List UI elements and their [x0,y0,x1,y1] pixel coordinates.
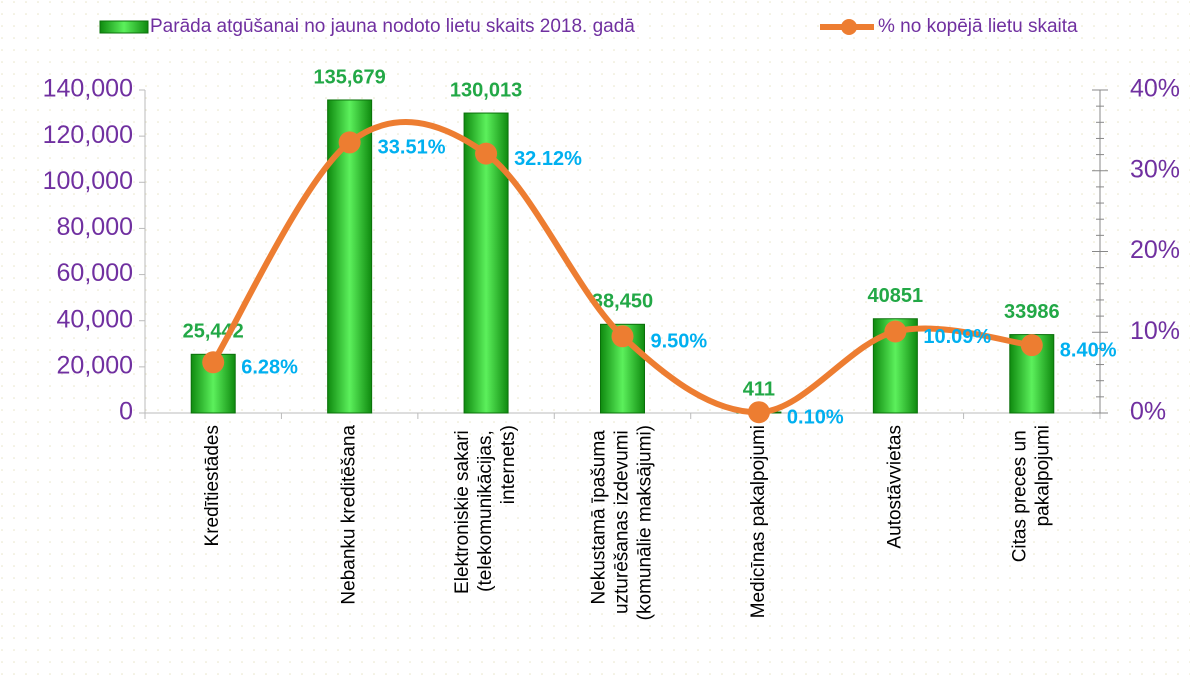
y-tick-label: 100,000 [43,167,133,195]
bar-value-label: 40851 [868,285,924,307]
x-tick-label: Nebanku kreditēšana [339,425,360,605]
bar-value-label: 135,679 [313,66,385,88]
line-point [202,351,225,374]
legend-swatch-dot [841,19,857,35]
line [210,119,1033,416]
legend-label: % no kopējā lietu skaita [878,16,1078,37]
y-tick-label: 40,000 [57,305,133,333]
y2-tick-label: 0% [1130,398,1166,426]
bar-value-label: 411 [743,378,775,400]
x-tick-label: Elektroniskie sakari (telekomunikācijas,… [452,425,519,594]
x-tick-label: Autostāvvietas [884,425,905,549]
line-point [1020,334,1043,357]
y-tick-label: 0 [119,398,133,426]
y-tick-label: 80,000 [57,213,133,241]
line-point [475,142,498,165]
bar-value-label: 33986 [1004,301,1060,323]
line-value-label: 8.40% [1060,339,1117,361]
x-tick-label: Medicīnas pakalpojumi [748,425,769,618]
bar-value-label: 38,450 [592,291,653,313]
y2-tick-label: 40% [1130,75,1180,103]
legend-swatch [99,20,149,34]
legend-label: Parāda atgūšanai no jauna nodoto lietu s… [150,16,635,37]
line-point [747,401,770,424]
line-value-label: 33.51% [378,137,446,159]
y-tick-label: 20,000 [57,351,133,379]
x-tick-label: Nekustamā īpašuma uzturēšanas izdevumi (… [589,425,656,620]
line-value-label: 9.50% [651,331,708,353]
y-tick-label: 120,000 [43,121,133,149]
line-value-label: 10.09% [923,326,991,348]
line-value-label: 6.28% [241,357,298,379]
y2-tick-label: 20% [1130,236,1180,264]
line-value-label: 32.12% [514,148,582,170]
x-tick-label: Citas preces un pakalpojumi [1009,425,1053,562]
y-tick-label: 140,000 [43,75,133,103]
line-point [338,131,361,154]
line-point [884,320,907,343]
bar-value-label: 130,013 [450,79,522,101]
y-tick-label: 60,000 [57,259,133,287]
line-value-label: 0.10% [787,406,844,428]
x-tick-label: Kredītiestādes [202,425,223,546]
y2-tick-label: 30% [1130,155,1180,183]
line-point [611,325,634,348]
y2-tick-label: 10% [1130,317,1180,345]
